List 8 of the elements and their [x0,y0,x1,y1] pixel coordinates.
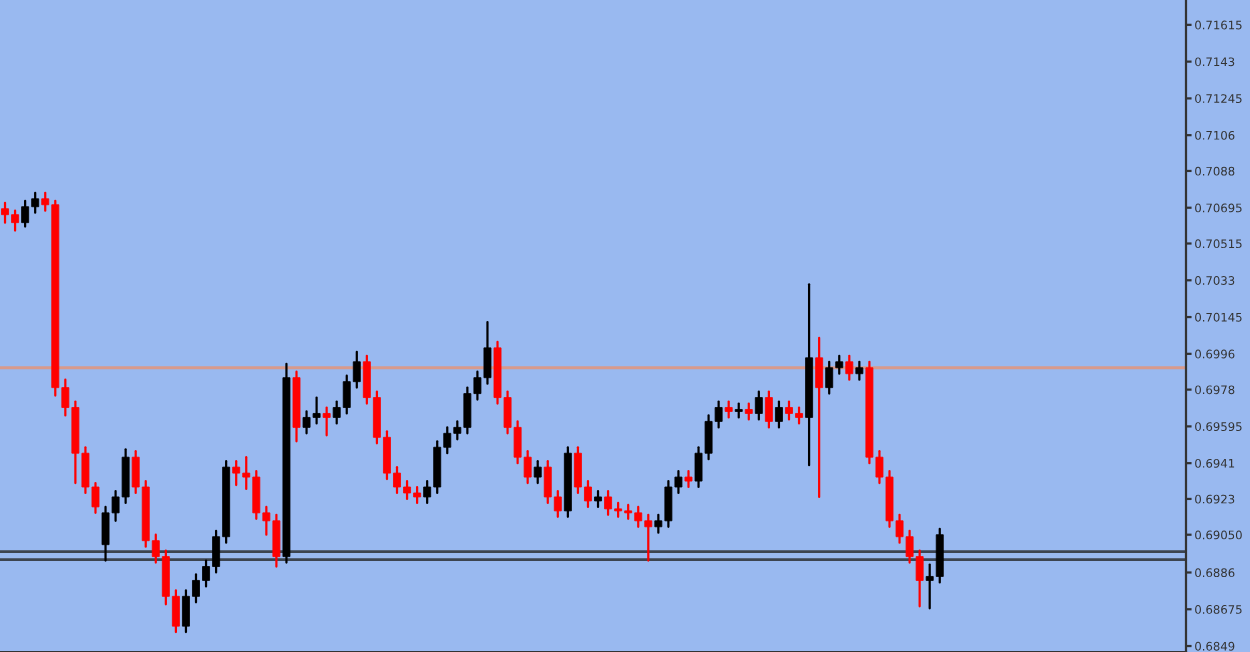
candlestick [684,470,693,489]
candlestick [815,336,824,499]
candlestick [845,354,854,381]
candlestick [754,390,763,421]
candlestick [322,406,331,437]
candlestick [775,400,783,429]
candlestick [533,460,542,485]
candlestick [764,390,773,429]
